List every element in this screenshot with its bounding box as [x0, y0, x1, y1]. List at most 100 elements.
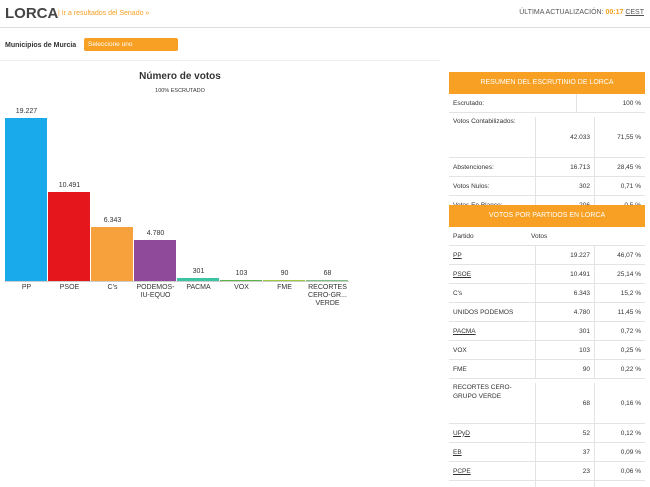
- value-label: 19.227: [15, 108, 38, 115]
- row-label[interactable]: EB: [453, 448, 462, 456]
- row-value: 302: [535, 177, 594, 195]
- bar: [91, 227, 133, 281]
- bar: [306, 280, 348, 281]
- category-label: PACMA: [186, 284, 211, 291]
- value-label: 103: [235, 270, 248, 278]
- baseline: [5, 281, 349, 282]
- bar: [177, 278, 219, 281]
- category-label: VOX: [234, 284, 249, 291]
- update: ÚLTIMA ACTUALIZACIÓN: 00:17 CEST: [519, 9, 644, 16]
- row-percent: 0,12 %: [594, 424, 645, 442]
- table-row: VOX 103 0,25 %: [449, 341, 645, 360]
- row-percent: 0,71 %: [594, 177, 645, 195]
- row-value: 10.491: [535, 265, 594, 283]
- row-value: 23: [535, 462, 594, 480]
- row-percent: 0,22 %: [594, 360, 645, 378]
- table-title: RESUMEN DEL ESCRUTINIO DE LORCA: [449, 72, 645, 94]
- row-percent: 11,45 %: [594, 303, 645, 321]
- category-label: PP: [21, 284, 32, 291]
- row-value: 301: [535, 322, 594, 340]
- row-label: UNIDOS PODEMOS: [453, 308, 514, 316]
- row-label[interactable]: PP: [453, 251, 462, 259]
- bar: [48, 192, 90, 281]
- table-row: Votos Contabilizados: 42.033 71,55 %: [449, 113, 645, 158]
- column-header: Votos: [531, 232, 548, 240]
- category-label: PODEMOS-IU-EQUO: [136, 284, 175, 299]
- category-label: RECORTES CERO-GR... VERDE: [308, 284, 347, 307]
- row-label: C's: [453, 289, 463, 297]
- row-label: VOX: [453, 346, 467, 354]
- value-label: 68: [323, 270, 332, 278]
- row-percent: 0,72 %: [594, 322, 645, 340]
- row-label: Abstenciones:: [453, 163, 494, 171]
- value-label: 90: [280, 270, 289, 278]
- table-row: PCPE 23 0,06 %: [449, 462, 645, 481]
- bar: [5, 118, 47, 281]
- row-value: 6.343: [535, 284, 594, 302]
- row-percent: 28,45 %: [594, 158, 645, 176]
- table-row: PSOE 10.491 25,14 %: [449, 265, 645, 284]
- row-value: 10: [535, 481, 594, 487]
- senate-link[interactable]: | Ir a resultados del Senado »: [58, 10, 150, 17]
- chart-subtitle: 100% ESCRUTADO: [155, 88, 205, 94]
- table-row: SAIn100,02 %: [449, 481, 645, 487]
- row-percent: 71,55 %: [594, 117, 645, 157]
- summary-table: RESUMEN DEL ESCRUTINIO DE LORCA Escrutado…: [449, 72, 645, 215]
- table-title: VOTOS POR PARTIDOS EN LORCA: [449, 205, 645, 227]
- row-value: 4.780: [535, 303, 594, 321]
- row-percent: 0,25 %: [594, 341, 645, 359]
- panel-border: [0, 60, 440, 61]
- category-label: FME: [277, 284, 292, 291]
- filter-label: Municipios de Murcia: [5, 42, 77, 49]
- row-value: 90: [535, 360, 594, 378]
- update-label: ÚLTIMA ACTUALIZACIÓN:: [519, 9, 604, 16]
- row-label: RECORTES CERO-GRUPO VERDE: [453, 384, 512, 400]
- timezone: CEST: [625, 9, 644, 16]
- row-percent: 25,14 %: [594, 265, 645, 283]
- value-label: 301: [192, 268, 205, 276]
- row-label: Votos Nulos:: [453, 182, 490, 190]
- parties-table: VOTOS POR PARTIDOS EN LORCA Partido Votos P…: [449, 205, 645, 487]
- chart-title: Número de votos: [139, 71, 221, 82]
- category-label: C's: [107, 284, 118, 291]
- row-value: 37: [535, 443, 594, 461]
- table-row: Abstenciones: 16.713 28,45 %: [449, 158, 645, 177]
- bar: [134, 240, 176, 281]
- row-percent: 0,09 %: [594, 443, 645, 461]
- table-row: RECORTES CERO-GRUPO VERDE 68 0,16 %: [449, 379, 645, 424]
- row-percent: 0,06 %: [594, 462, 645, 480]
- column-header: Partido: [453, 232, 474, 240]
- value-label: 6.343: [103, 217, 122, 225]
- row-label[interactable]: UPyD: [453, 429, 470, 437]
- table-row: UNIDOS PODEMOS 4.780 11,45 %: [449, 303, 645, 322]
- row-label[interactable]: PCPE: [453, 467, 471, 475]
- table-row: PACMA 301 0,72 %: [449, 322, 645, 341]
- bar: [220, 280, 262, 281]
- row-label: Escrutado:: [453, 99, 485, 107]
- row-label: Votos Contabilizados:: [453, 118, 516, 125]
- divider: [0, 27, 650, 28]
- update-time: 00:17: [605, 9, 624, 16]
- table-row: EB 37 0,09 %: [449, 443, 645, 462]
- bar: [263, 280, 305, 281]
- row-value: 16.713: [535, 158, 594, 176]
- municipio-select[interactable]: Seleccione uno: [84, 38, 178, 51]
- row-value: 42.033: [535, 117, 594, 157]
- page-title: LORCA: [5, 5, 59, 22]
- table-row: Votos Nulos: 302 0,71 %: [449, 177, 645, 196]
- value-label: 4.780: [146, 230, 165, 238]
- row-percent: 0,02 %: [594, 481, 645, 487]
- row-value: 103: [535, 341, 594, 359]
- row-percent: 0,16 %: [594, 383, 645, 423]
- row-label[interactable]: PSOE: [453, 270, 472, 278]
- row-value: 68: [535, 383, 594, 423]
- row-label[interactable]: PACMA: [453, 327, 476, 335]
- table-row: C's 6.343 15,2 %: [449, 284, 645, 303]
- category-label: PSOE: [59, 284, 80, 291]
- table-row: FME 90 0,22 %: [449, 360, 645, 379]
- row-value: 52: [535, 424, 594, 442]
- value-label: 10.491: [58, 182, 81, 190]
- row-value: 100 %: [576, 94, 645, 112]
- chart: 19.227 PP 10.491 PSOE 6.343 C's 4.780 PODEMOS-I…: [5, 108, 349, 307]
